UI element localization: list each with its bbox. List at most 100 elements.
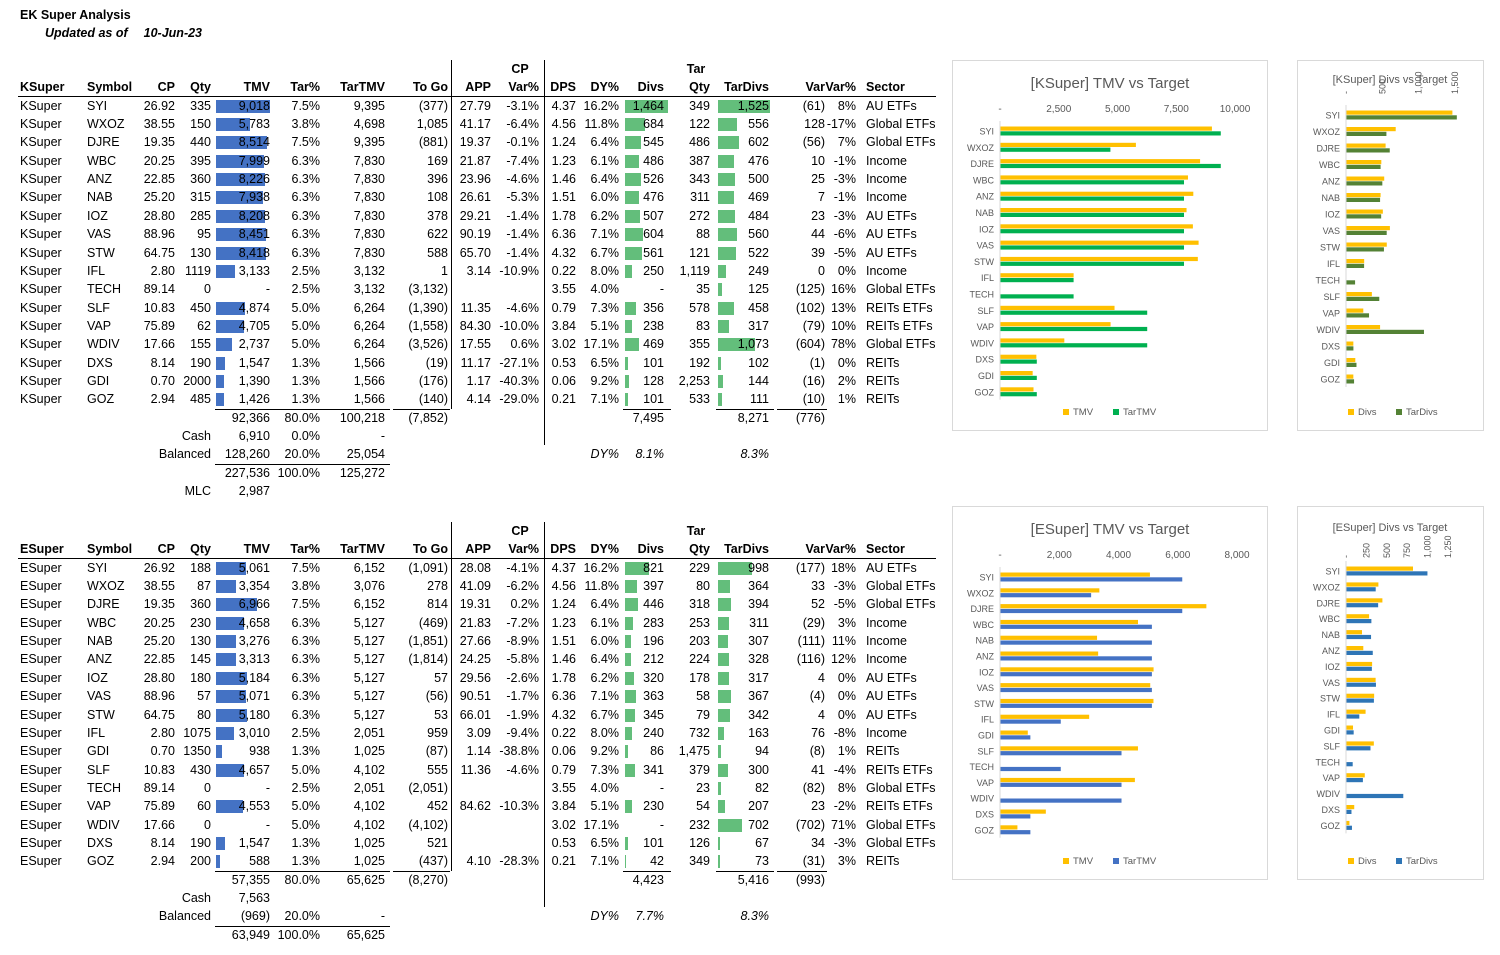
bar-tardivs (1346, 650, 1373, 655)
cell-dy: 17.1% (583, 817, 619, 832)
cell-cpvar: -4.6% (506, 300, 539, 315)
cell-symbol: SLF (87, 762, 110, 777)
cell-varpct: -6% (833, 227, 856, 242)
cell-cpvar: -4.1% (506, 560, 539, 575)
cell-tartmv: 4,102 (353, 799, 385, 814)
cell-tarpct: 6.3% (291, 245, 321, 260)
cell-tmv: 6,966 (238, 597, 270, 612)
category-label: DJRE (970, 159, 994, 169)
bar-tardivs (1346, 793, 1404, 799)
bar-tardivs (1346, 730, 1354, 735)
bar-tartmv (1000, 131, 1221, 136)
cell-divs: 101 (643, 392, 664, 407)
cell-qty: Qty (190, 542, 211, 557)
cell-cp: 64.75 (143, 245, 175, 260)
bar-tmv (1000, 604, 1207, 609)
cell-togo: 588 (427, 245, 448, 260)
divs-databar (625, 580, 637, 594)
rule-line (18, 96, 936, 98)
bar-tardivs (1346, 148, 1390, 153)
cell-tarqty: Qty (689, 542, 710, 557)
cell-var: (4) (809, 689, 825, 704)
cell-var: (116) (796, 652, 825, 667)
cell-dy: 8.0% (590, 725, 620, 740)
cell-symbol: GDI (87, 373, 110, 388)
cell-sector: AU ETFs (866, 245, 917, 260)
bar-tmv (1000, 175, 1188, 180)
legend-label: TarTMV (1123, 856, 1157, 867)
cell-fund: KSuper (20, 355, 62, 370)
cell-varpct: 0% (837, 707, 856, 722)
table-row: ESuper SLF 10.83 430 4,657 5.0% 4,102 555 11.36-… (0, 761, 940, 779)
cell-cp: 20.25 (143, 615, 175, 630)
cell-qty: 0 (204, 282, 211, 297)
bar-tartmv (1000, 751, 1122, 756)
cell-dps: 0.21 (551, 392, 576, 407)
axis-tick-label: 7,500 (1164, 104, 1189, 115)
bar-tmv (1000, 635, 1098, 640)
cell-cp: 8.14 (150, 355, 175, 370)
cell-togo: 57 (434, 670, 448, 685)
category-label: GOZ (1321, 375, 1341, 385)
cell-tarpct: 7.5% (291, 98, 321, 113)
cell-sector: REITs (866, 744, 900, 759)
cell-var: (604) (795, 337, 825, 352)
cell-cp: 0.70 (150, 373, 175, 388)
cell-sector: Income (866, 190, 907, 205)
cell-sector: Global ETFs (866, 579, 936, 594)
cell-varpct: -3% (833, 172, 856, 187)
cell-var: 25 (811, 172, 825, 187)
category-label: DXS (1321, 342, 1340, 352)
bar-divs (1346, 308, 1364, 313)
cell-dps: 0.21 (551, 854, 576, 869)
axis-tick-label: 5,000 (1105, 104, 1130, 115)
cell-qty: 485 (190, 392, 211, 407)
table-row: KSuper IOZ 28.80 285 8,208 6.3% 7,830 378 29.21-… (0, 207, 940, 225)
cell-tartmv: 65,625 (346, 872, 385, 887)
balanced-label: Balanced (158, 909, 211, 924)
cell-varpct: 71% (830, 817, 856, 832)
cell-tardivs: 560 (748, 227, 769, 242)
cell-fund: KSuper (20, 282, 62, 297)
tardivs-databar (718, 781, 721, 795)
cell-tarpct: 7.5% (291, 597, 321, 612)
tmv-databar (216, 264, 235, 278)
cell-dps: 1.46 (551, 652, 576, 667)
category-label: NAB (975, 636, 994, 646)
cell-tarqty: 121 (689, 245, 710, 260)
category-label: SLF (1323, 741, 1340, 751)
cell-tardivs: 458 (748, 300, 769, 315)
cell-symbol: IOZ (87, 670, 108, 685)
tardivs-databar (718, 635, 729, 649)
category-label: WBC (1319, 614, 1340, 624)
legend-label: Divs (1358, 407, 1377, 418)
cell-tmv: 4,874 (238, 300, 270, 315)
bar-tardivs (1346, 619, 1372, 624)
cell-tarpct: 3.8% (291, 117, 321, 132)
tmv-databar (216, 653, 236, 667)
cell-sector: REITs ETFs (866, 318, 933, 333)
cell-dy: 7.3% (590, 300, 620, 315)
cell-sector: AU ETFs (866, 689, 917, 704)
category-label: SLF (977, 306, 994, 316)
tmv-databar (216, 136, 267, 150)
table-row: ESuper VAP 75.89 60 4,553 5.0% 4,102 452 84.62 -1… (0, 797, 940, 815)
cell-fund: ESuper (20, 744, 62, 759)
divs-databar (625, 726, 633, 740)
group-header-row: CP Tar (0, 60, 940, 78)
cell-varpct: 78% (830, 337, 856, 352)
bar-divs (1346, 709, 1366, 714)
cell-symbol: Symbol (87, 542, 133, 557)
bar-tardivs (1346, 825, 1352, 830)
cell-tarpct: 5.0% (291, 300, 321, 315)
cell-cp: 10.83 (143, 762, 175, 777)
cell-fund: KSuper (20, 245, 62, 260)
bar-tmv (1000, 126, 1212, 131)
category-label: WBC (973, 620, 994, 630)
category-label: VAS (977, 241, 994, 251)
cell-dps: 4.56 (551, 579, 576, 594)
cell-app: 4.10 (466, 854, 491, 869)
axis-tick-label: 750 (1402, 543, 1412, 558)
category-label: VAP (977, 322, 994, 332)
cell-app: 1.14 (466, 744, 491, 759)
